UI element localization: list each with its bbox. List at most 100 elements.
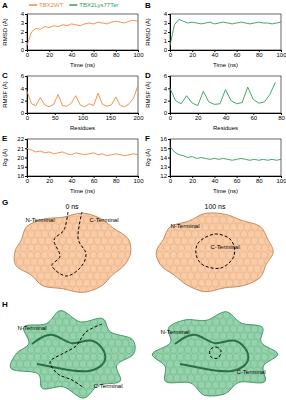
surface-atom — [69, 318, 76, 325]
x-axis: 050100150200 — [26, 113, 144, 121]
surface-atom — [51, 388, 58, 395]
surface-atom — [279, 339, 286, 346]
surface-atom — [229, 272, 236, 279]
surface-atom — [279, 237, 286, 244]
x-tick: 0 — [26, 113, 30, 121]
surface-atom — [250, 360, 257, 367]
y-tick: 0 — [164, 47, 170, 53]
surface-atom — [20, 304, 27, 311]
surface-atom — [27, 304, 34, 311]
x-tick: 80 — [256, 50, 263, 58]
y-tick: 22 — [17, 136, 27, 142]
surface-atom — [69, 251, 76, 258]
surface-atom — [202, 209, 209, 216]
surface-atom — [226, 353, 233, 360]
surface-atom — [167, 311, 174, 318]
surface-atom — [152, 388, 159, 395]
panel: 0501001502000246 — [21, 73, 145, 121]
surface-atom — [233, 230, 240, 237]
surface-atom — [100, 286, 107, 293]
surface-atom — [125, 202, 132, 209]
surface-atom — [48, 318, 55, 325]
surface-atom — [201, 286, 208, 293]
c-terminal-label: C-Terminal — [210, 244, 239, 250]
surface-atom — [27, 251, 34, 258]
surface-atom — [184, 251, 191, 258]
surface-atom — [188, 339, 195, 346]
surface-atom — [52, 325, 59, 332]
surface-atom — [86, 360, 93, 367]
y-tick: 6 — [164, 73, 170, 79]
y-tick-mark — [25, 113, 27, 114]
surface-atom — [159, 272, 166, 279]
y-axis: 0246 — [21, 73, 28, 116]
surface-atom — [13, 293, 20, 300]
surface-atom — [258, 237, 265, 244]
surface-atom — [181, 209, 188, 216]
surface-atom — [16, 374, 23, 381]
surface-atom — [20, 395, 27, 400]
surface-atom — [52, 237, 59, 244]
surface-atom — [275, 395, 282, 400]
surface-atom — [45, 209, 52, 216]
surface-atom — [44, 388, 51, 395]
surface-atom — [198, 395, 205, 400]
surface-atom — [167, 237, 174, 244]
surface-atom — [111, 293, 118, 300]
surface-atom — [76, 279, 83, 286]
surface-atom — [226, 318, 233, 325]
panel-label: C — [2, 71, 8, 80]
surface-atom — [184, 318, 191, 325]
surface-atom — [10, 339, 17, 346]
surface-atom — [58, 272, 65, 279]
surface-atom — [191, 367, 198, 374]
surface-atom — [111, 244, 118, 251]
surface-atom — [261, 304, 268, 311]
surface-atom — [136, 237, 143, 244]
surface-atom — [188, 311, 195, 318]
surface-atom — [226, 293, 233, 300]
surface-atom — [16, 272, 23, 279]
surface-atom — [83, 381, 90, 388]
surface-atom — [69, 332, 76, 339]
surface-atom — [208, 258, 215, 265]
surface-atom — [208, 272, 215, 279]
cavity-outline — [52, 212, 86, 276]
surface-atom — [20, 244, 27, 251]
surface-atom — [223, 223, 230, 230]
surface-atom — [86, 374, 93, 381]
surface-atom — [104, 318, 111, 325]
surface-atom — [44, 272, 51, 279]
protein-surface — [149, 304, 286, 400]
y-axis: 1213141516 — [160, 136, 170, 179]
cavity-outline — [196, 234, 235, 269]
surface-atom — [23, 374, 30, 381]
surface-atom — [240, 251, 247, 258]
x-tick-label: 80 — [113, 178, 120, 184]
ribbon — [175, 335, 248, 372]
surface-atom — [128, 286, 135, 293]
surface-atom — [93, 272, 100, 279]
surface-atom — [13, 332, 20, 339]
surface-atom — [243, 388, 250, 395]
surface-atom — [170, 251, 177, 258]
surface-atom — [101, 339, 108, 346]
surface-atom — [222, 272, 229, 279]
surface-atom — [83, 279, 90, 286]
surface-atom — [184, 202, 191, 209]
x-axis: 020406080100 — [26, 176, 144, 184]
x-tick: 40 — [69, 50, 76, 58]
surface-atom — [177, 202, 184, 209]
surface-atom — [80, 223, 87, 230]
surface-atom — [195, 339, 202, 346]
surface-atom — [226, 332, 233, 339]
y-tick-mark — [25, 50, 27, 51]
surface-atom — [160, 223, 167, 230]
n-terminal-label: N-Terminal — [25, 217, 54, 223]
surface-atom — [59, 237, 66, 244]
surface-atom — [247, 244, 254, 251]
x-tick-label: 80 — [256, 52, 263, 58]
surface-atom — [108, 237, 115, 244]
y-tick-label: 12 — [160, 173, 167, 179]
surface-atom — [104, 367, 111, 374]
